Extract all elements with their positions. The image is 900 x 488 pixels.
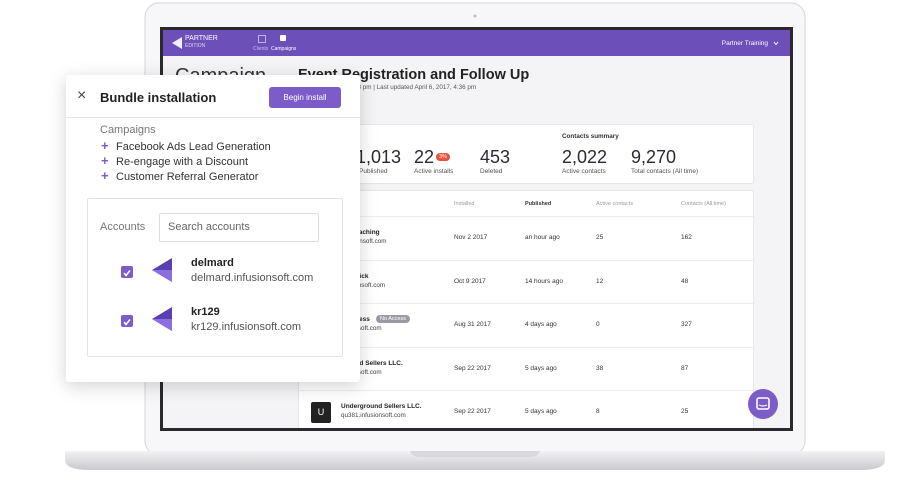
stat-value: 9,270: [631, 147, 677, 167]
section-label: Accounts: [100, 221, 146, 233]
column-header[interactable]: Contacts (All time): [681, 201, 726, 207]
divider: [299, 346, 753, 348]
installs-table: Installed Published Active contacts Contact…: [298, 190, 754, 428]
account-domain: qu381.infusionsoft.com: [341, 412, 406, 419]
account-logo: [151, 304, 173, 339]
check-mark: [123, 319, 131, 326]
account-domain: kr129.infusionsoft.com: [191, 321, 302, 333]
table-cell: 14 hours ago: [525, 277, 563, 285]
stat-label: Active installs: [414, 168, 454, 175]
column-header[interactable]: Installed: [454, 201, 475, 207]
user-menu[interactable]: Partner Training: [721, 40, 768, 47]
table-cell: 5 days ago: [525, 408, 557, 415]
account-name[interactable]: Underground Sellers LLC.: [341, 403, 422, 410]
account-name: kr129: [191, 306, 220, 318]
table-cell: 5 days ago: [525, 364, 557, 372]
close-button[interactable]: ×: [77, 87, 87, 104]
stat-label: Total contacts (All time): [631, 168, 699, 175]
account-name[interactable]: ss Coaching: [341, 229, 380, 236]
campaigns-icon: [280, 35, 286, 41]
table-cell: 48: [681, 277, 689, 285]
table-cell: 4 days ago: [525, 321, 557, 328]
stat-value: 453: [480, 147, 511, 167]
nav-link[interactable]: Campaigns: [271, 46, 297, 52]
checkbox[interactable]: [121, 266, 133, 278]
column-header[interactable]: Published: [525, 201, 552, 207]
table-cell: Nov 2 2017: [454, 234, 488, 241]
table-cell: 327: [681, 321, 692, 328]
begin-install-button[interactable]: Begin install: [269, 87, 341, 108]
modal-title: Bundle installation: [100, 90, 217, 105]
section-label: Campaigns: [100, 124, 156, 136]
table-cell: 38: [596, 364, 604, 372]
table-cell: 8: [596, 408, 600, 415]
divider: [299, 390, 753, 391]
table-cell: Aug 31 2017: [454, 321, 491, 328]
table-cell: 87: [681, 364, 689, 372]
stat-label: Published: [359, 168, 388, 175]
account-domain: fusionsoft.com: [341, 368, 382, 376]
bundle-modal: × Bundle installation Begin install Camp…: [66, 75, 360, 382]
logo-mark: [152, 307, 172, 331]
brand-name: PARTNER: [185, 35, 218, 42]
account-domain: infusionsoft.com: [341, 238, 387, 245]
plus-icon: +: [101, 153, 109, 168]
account-domain: delmard.infusionsoft.com: [191, 272, 314, 284]
plus-icon: +: [101, 138, 109, 153]
stat-value: 22: [414, 147, 435, 167]
stat-badge: 3%: [436, 153, 450, 161]
brand-edition: EDITION: [185, 43, 206, 49]
status-badge: No Access: [376, 315, 410, 323]
search-input[interactable]: Search accounts: [159, 213, 319, 242]
column-header[interactable]: Active contacts: [596, 201, 633, 207]
logo-mark: [152, 258, 172, 282]
account-logo: [151, 255, 173, 290]
checkbox[interactable]: [121, 315, 133, 327]
caret: [773, 41, 779, 46]
chat-button[interactable]: [748, 389, 778, 419]
stat-label: Deleted: [480, 168, 503, 175]
nav-bar: [163, 30, 790, 56]
campaign-meta: ctober 28, 2016, 12:18 pm | Last updated…: [298, 84, 477, 91]
brand-logo: [172, 37, 182, 49]
table-cell: 25: [681, 408, 689, 415]
account-name: delmard: [191, 257, 234, 269]
table-cell: 162: [681, 234, 692, 241]
account-domain: nfusionsoft.com: [341, 281, 386, 289]
divider: [299, 259, 753, 261]
nav-link[interactable]: Clients: [253, 46, 269, 52]
stat-value: 2,022: [562, 147, 608, 167]
campaign-item: Facebook Ads Lead Generation: [116, 141, 271, 153]
accounts-box: Accounts Search accounts delmard delmard.…: [87, 198, 343, 357]
table-cell: 25: [596, 234, 604, 241]
stats-card: Contacts summary 1,013 Published 22 3% A…: [298, 124, 754, 184]
clients-icon: [258, 35, 266, 43]
table-cell: Sep 22 2017: [454, 408, 491, 415]
table-cell: 0: [596, 321, 600, 328]
plus-icon: +: [101, 168, 109, 183]
divider: [299, 303, 753, 304]
check-mark: [123, 270, 131, 277]
table-cell: 12: [596, 277, 604, 285]
account-domain: fusionsoft.com: [341, 325, 382, 332]
divider: [66, 117, 360, 118]
table-cell: Oct 9 2017: [454, 277, 486, 285]
campaign-item: Re-engage with a Discount: [116, 156, 249, 168]
row-icon: U: [311, 402, 331, 423]
table-cell: Sep 22 2017: [454, 364, 491, 372]
stat-value: 1,013: [356, 147, 402, 167]
campaign-item: Customer Referral Generator: [116, 171, 259, 183]
stat-label: Active contacts: [562, 168, 606, 175]
divider: [299, 216, 753, 217]
table-cell: an hour ago: [525, 234, 560, 241]
summary-title: Contacts summary: [562, 133, 619, 140]
account-name[interactable]: ground Sellers LLC.: [341, 359, 403, 367]
